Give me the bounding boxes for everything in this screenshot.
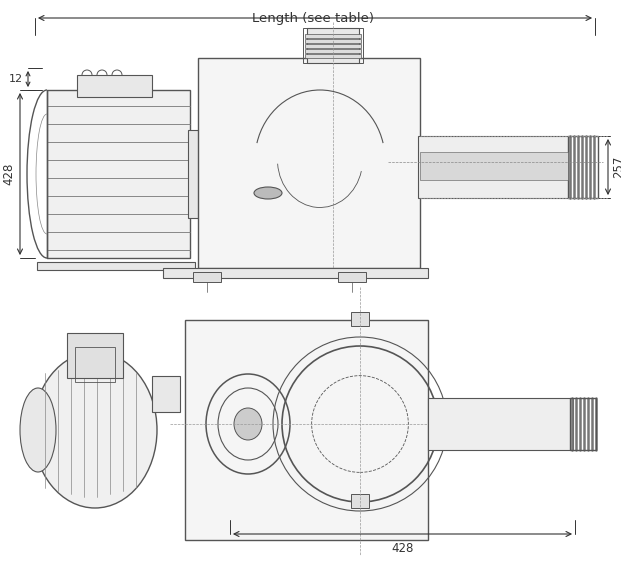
- Bar: [185, 320, 428, 540]
- Bar: [351, 312, 369, 326]
- Bar: [568, 136, 598, 198]
- Bar: [338, 272, 366, 282]
- Bar: [420, 152, 568, 180]
- Bar: [303, 28, 363, 63]
- Text: Length (see table): Length (see table): [252, 12, 374, 25]
- Bar: [75, 347, 115, 382]
- Ellipse shape: [33, 352, 157, 508]
- Bar: [203, 200, 415, 207]
- Bar: [351, 494, 369, 508]
- Bar: [47, 90, 190, 258]
- Bar: [418, 136, 570, 198]
- Ellipse shape: [254, 187, 282, 199]
- Bar: [67, 333, 123, 378]
- Bar: [305, 44, 361, 48]
- Bar: [152, 376, 180, 412]
- Bar: [163, 268, 428, 278]
- Text: 257: 257: [612, 156, 621, 178]
- Polygon shape: [325, 178, 398, 235]
- Bar: [305, 39, 361, 43]
- Bar: [198, 58, 420, 268]
- Bar: [305, 34, 361, 38]
- Bar: [305, 49, 361, 53]
- Text: 428: 428: [2, 163, 15, 185]
- Text: 428: 428: [391, 542, 414, 555]
- Ellipse shape: [20, 388, 56, 472]
- Bar: [37, 262, 195, 270]
- Bar: [203, 190, 415, 197]
- Ellipse shape: [234, 408, 262, 440]
- Polygon shape: [270, 125, 345, 182]
- Bar: [307, 28, 359, 63]
- Bar: [188, 130, 210, 218]
- Text: 12: 12: [9, 74, 23, 84]
- Bar: [305, 54, 361, 58]
- Bar: [428, 398, 573, 450]
- Bar: [77, 75, 152, 97]
- Bar: [570, 398, 596, 450]
- Bar: [193, 272, 221, 282]
- Bar: [203, 180, 415, 187]
